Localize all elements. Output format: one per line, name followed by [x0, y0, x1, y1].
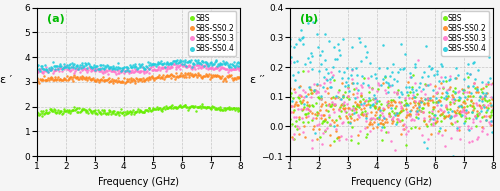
SBS-SS0.2 — [152, 77, 158, 79]
SBS-SS0.3 — [152, 69, 158, 71]
SBS — [34, 114, 40, 116]
SBS — [406, 114, 412, 116]
SBS-SS0.4 — [321, 76, 327, 79]
Line: SBS: SBS — [36, 103, 242, 117]
Line: SBS-SS0.3: SBS-SS0.3 — [36, 62, 242, 75]
SBS-SS0.3 — [286, 62, 292, 64]
SBS — [300, 70, 306, 72]
SBS — [321, 120, 327, 122]
SBS — [118, 112, 124, 114]
SBS — [237, 107, 243, 109]
X-axis label: Frequency (GHz): Frequency (GHz) — [351, 177, 432, 187]
Legend: SBS, SBS-SS0.2, SBS-SS0.3, SBS-SS0.4: SBS, SBS-SS0.2, SBS-SS0.3, SBS-SS0.4 — [188, 11, 236, 56]
SBS-SS0.4 — [372, 96, 378, 99]
SBS-SS0.3 — [400, 174, 406, 177]
SBS-SS0.4 — [450, 155, 456, 158]
Line: SBS-SS0.2: SBS-SS0.2 — [288, 77, 494, 147]
Line: SBS-SS0.3: SBS-SS0.3 — [288, 59, 494, 177]
Line: SBS-SS0.4: SBS-SS0.4 — [288, 18, 494, 158]
SBS-SS0.2 — [237, 77, 243, 79]
SBS-SS0.2 — [484, 119, 490, 121]
SBS-SS0.4 — [304, 18, 310, 21]
SBS-SS0.2 — [326, 144, 332, 146]
SBS-SS0.4 — [116, 67, 122, 69]
SBS-SS0.3 — [237, 66, 243, 68]
SBS-SS0.2 — [67, 76, 73, 78]
SBS-SS0.3 — [116, 72, 122, 74]
Text: (b): (b) — [300, 14, 318, 24]
Line: SBS-SS0.4: SBS-SS0.4 — [36, 58, 242, 73]
SBS-SS0.3 — [490, 107, 496, 110]
SBS — [116, 114, 122, 116]
SBS-SS0.4 — [405, 104, 411, 107]
SBS — [402, 144, 408, 146]
SBS-SS0.2 — [118, 81, 124, 83]
SBS-SS0.2 — [286, 87, 292, 89]
SBS-SS0.2 — [490, 82, 496, 84]
SBS-SS0.2 — [320, 114, 326, 117]
SBS-SS0.2 — [122, 82, 128, 84]
SBS-SS0.3 — [428, 110, 434, 112]
SBS-SS0.4 — [152, 63, 158, 65]
SBS — [198, 103, 204, 105]
SBS — [369, 87, 375, 89]
SBS-SS0.3 — [67, 70, 73, 72]
SBS-SS0.3 — [320, 132, 326, 134]
SBS-SS0.2 — [230, 77, 236, 79]
SBS — [490, 82, 496, 84]
SBS-SS0.4 — [45, 70, 51, 73]
SBS-SS0.3 — [222, 62, 228, 65]
SBS — [428, 112, 434, 114]
SBS-SS0.3 — [368, 117, 374, 120]
SBS-SS0.2 — [453, 77, 459, 79]
SBS-SS0.4 — [237, 65, 243, 67]
SBS-SS0.3 — [118, 69, 124, 71]
SBS-SS0.2 — [175, 76, 181, 78]
Text: (a): (a) — [47, 14, 64, 24]
SBS-SS0.3 — [405, 130, 411, 133]
SBS-SS0.3 — [230, 68, 236, 70]
SBS-SS0.4 — [230, 61, 236, 64]
SBS-SS0.4 — [369, 104, 375, 107]
SBS-SS0.3 — [370, 97, 376, 100]
SBS-SS0.4 — [286, 45, 292, 47]
SBS-SS0.3 — [175, 66, 181, 68]
Line: SBS: SBS — [288, 70, 494, 146]
SBS — [230, 107, 236, 109]
SBS-SS0.2 — [369, 122, 375, 125]
Y-axis label: ε ′: ε ′ — [0, 75, 12, 85]
SBS-SS0.4 — [490, 95, 496, 98]
SBS-SS0.4 — [118, 66, 124, 69]
SBS-SS0.2 — [187, 71, 193, 74]
SBS — [286, 118, 292, 120]
SBS-SS0.2 — [428, 132, 434, 135]
SBS — [175, 105, 181, 108]
SBS-SS0.2 — [34, 77, 40, 79]
SBS — [68, 110, 74, 112]
SBS — [484, 111, 490, 113]
SBS-SS0.4 — [68, 66, 74, 68]
Line: SBS-SS0.2: SBS-SS0.2 — [36, 71, 242, 84]
Y-axis label: ε ′′: ε ′′ — [250, 75, 264, 85]
SBS — [372, 106, 378, 108]
SBS — [38, 115, 44, 117]
Legend: SBS, SBS-SS0.2, SBS-SS0.3, SBS-SS0.4: SBS, SBS-SS0.2, SBS-SS0.3, SBS-SS0.4 — [441, 11, 489, 56]
SBS — [152, 108, 158, 111]
SBS-SS0.4 — [484, 92, 490, 94]
SBS-SS0.3 — [34, 69, 40, 71]
SBS-SS0.4 — [34, 65, 40, 67]
SBS-SS0.3 — [104, 73, 110, 75]
SBS-SS0.2 — [372, 114, 378, 116]
SBS-SS0.4 — [428, 68, 434, 70]
SBS-SS0.2 — [405, 80, 411, 83]
SBS-SS0.3 — [415, 59, 421, 61]
SBS-SS0.4 — [175, 62, 181, 64]
SBS-SS0.4 — [176, 58, 182, 61]
X-axis label: Frequency (GHz): Frequency (GHz) — [98, 177, 179, 187]
SBS-SS0.3 — [484, 115, 490, 117]
SBS-SS0.2 — [116, 80, 121, 82]
